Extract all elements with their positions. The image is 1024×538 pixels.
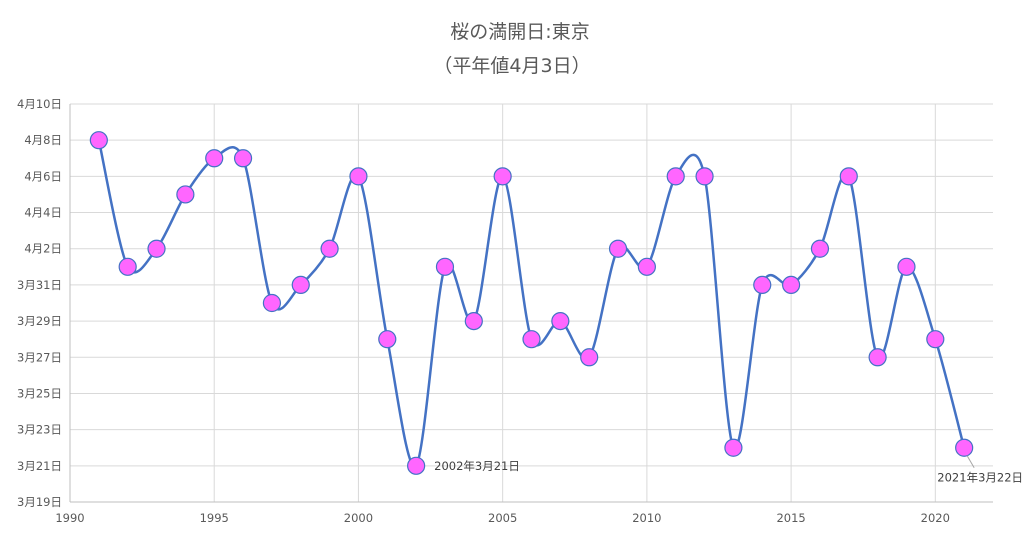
data-point-2019 [897, 257, 916, 276]
data-points [89, 131, 974, 475]
data-point-2017 [839, 167, 858, 186]
data-point-2016 [810, 239, 830, 258]
data-point-2011 [666, 167, 685, 186]
data-point-2021 [955, 438, 974, 457]
chart-title: 桜の満開日:東京 [450, 21, 589, 43]
chart-subtitle: （平年値4月3日） [433, 55, 590, 77]
x-tick-label: 1990 [55, 511, 84, 525]
x-tick-label: 2000 [344, 511, 373, 525]
y-tick-label: 3月21日 [17, 459, 62, 473]
data-point-2003 [435, 257, 455, 276]
data-point-2001 [378, 330, 397, 349]
y-tick-label: 4月10日 [17, 97, 62, 111]
data-point-2020 [926, 330, 945, 349]
series-line [97, 139, 966, 468]
data-point-2018 [868, 348, 887, 367]
data-point-2012 [695, 167, 714, 186]
y-tick-label: 4月6日 [24, 169, 62, 183]
x-tick-label: 2005 [488, 511, 517, 525]
data-point-1999 [320, 239, 339, 258]
data-point-2010 [637, 257, 656, 276]
data-point-1992 [118, 257, 137, 276]
data-point-1991 [89, 131, 108, 150]
data-point-2004 [464, 311, 483, 331]
data-point-1997 [262, 293, 282, 313]
x-tick-label: 2015 [776, 511, 805, 525]
data-point-2014 [753, 275, 772, 295]
data-point-2002 [407, 456, 426, 475]
data-point-1998 [291, 275, 310, 295]
data-point-2006 [522, 330, 541, 349]
x-tick-label: 1995 [200, 511, 229, 525]
data-point-2000 [349, 167, 368, 186]
data-point-1994 [176, 185, 195, 204]
y-tick-label: 3月23日 [17, 423, 62, 437]
x-tick-label: 2020 [921, 511, 950, 525]
y-tick-label: 3月31日 [17, 278, 62, 292]
data-point-2007 [551, 311, 570, 331]
data-point-2015 [781, 275, 801, 295]
annotations: 2002年3月21日 2021年3月22日 [434, 455, 1023, 485]
data-point-1993 [147, 239, 166, 258]
data-point-1996 [233, 149, 253, 168]
y-tick-label: 3月27日 [17, 350, 62, 364]
x-tick-label: 2010 [632, 511, 661, 525]
annotation-label: 2002年3月21日 [434, 459, 520, 473]
data-point-2008 [580, 348, 599, 367]
data-point-2005 [493, 167, 512, 186]
grid-lines [70, 103, 993, 502]
annotation-leader-line [966, 455, 975, 468]
axes [69, 104, 993, 503]
y-tick-label: 3月25日 [17, 386, 62, 400]
y-tick-label: 4月2日 [24, 242, 62, 256]
data-point-2013 [724, 438, 743, 457]
y-tick-label: 3月19日 [17, 495, 62, 509]
y-tick-label: 3月29日 [17, 314, 62, 328]
data-point-2009 [608, 239, 628, 258]
y-tick-label: 4月4日 [24, 206, 62, 220]
data-point-1995 [205, 149, 224, 168]
annotation-label: 2021年3月22日 [937, 471, 1023, 485]
tick-labels: 3月19日 3月21日 3月23日 3月25日 3月27日 3月29日 3月31日 4月2日 4… [17, 97, 950, 525]
y-tick-label: 4月8日 [24, 133, 62, 147]
